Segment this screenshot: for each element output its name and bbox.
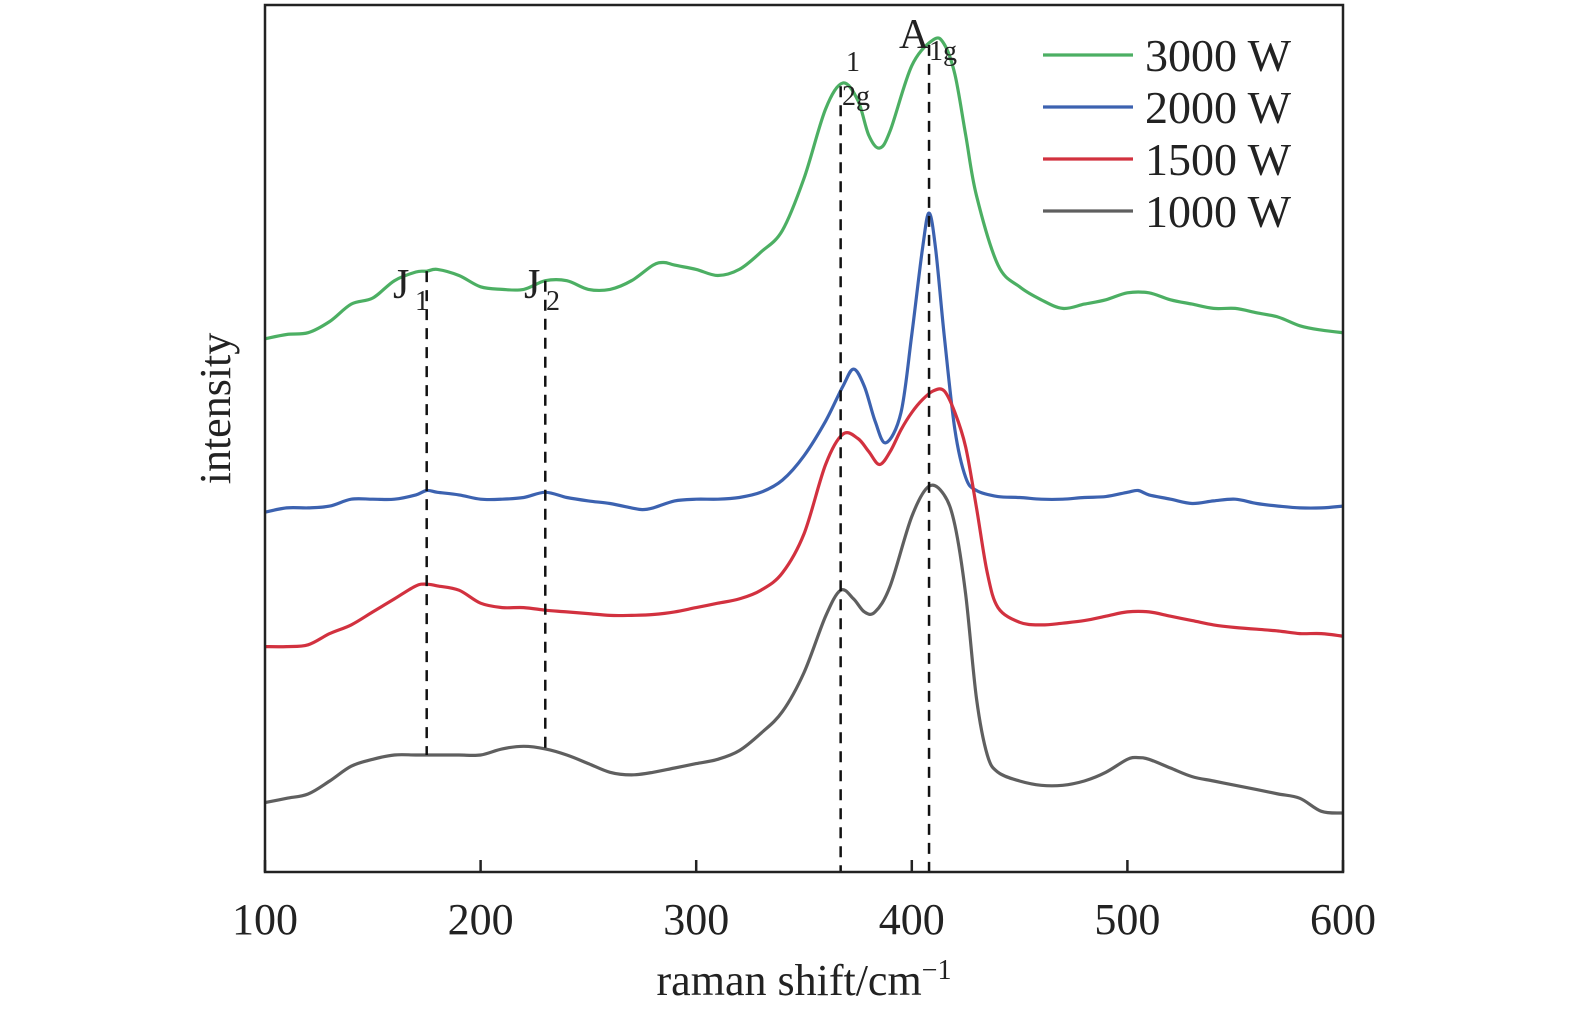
- annotation-1-sub: 2: [546, 286, 560, 317]
- plot-frame: [263, 3, 1345, 874]
- annotation-3-main: A: [899, 12, 930, 58]
- annotation-2-sup: 1: [846, 47, 860, 78]
- x-tick-label-3: 400: [879, 895, 945, 944]
- x-tick-label-2: 300: [663, 895, 729, 944]
- series-line-2: [264, 387, 1344, 649]
- annotation-1-main: J: [524, 262, 540, 308]
- x-axis-title-text: raman shift/cm: [657, 956, 922, 1005]
- x-axis-title-superscript: −1: [922, 955, 952, 986]
- legend-label-2: 1500 W: [1145, 134, 1292, 185]
- legend-label-3: 1000 W: [1145, 186, 1292, 237]
- x-tick-label-1: 200: [448, 895, 514, 944]
- x-axis-title: raman shift/cm−1: [657, 955, 952, 1005]
- x-tick-label-4: 500: [1094, 895, 1160, 944]
- series-line-1: [264, 211, 1344, 514]
- legend-label-0: 3000 W: [1145, 30, 1292, 81]
- series-line-0: [264, 36, 1344, 341]
- x-axis: 100 200 300 400 500 600: [232, 860, 1376, 944]
- x-tick-label-0: 100: [232, 895, 298, 944]
- annotation-2-sub: 2g: [842, 81, 870, 112]
- annotation-3-sub: 1g: [929, 36, 957, 67]
- series-curves: [264, 36, 1344, 815]
- series-line-3: [264, 483, 1344, 815]
- legend-label-1: 2000 W: [1145, 82, 1292, 133]
- x-tick-label-5: 600: [1310, 895, 1376, 944]
- annotation-0-main: J: [393, 262, 409, 308]
- reference-lines: [425, 44, 931, 872]
- annotation-0-sub: 1: [415, 286, 429, 317]
- y-axis-title: intensity: [191, 333, 240, 485]
